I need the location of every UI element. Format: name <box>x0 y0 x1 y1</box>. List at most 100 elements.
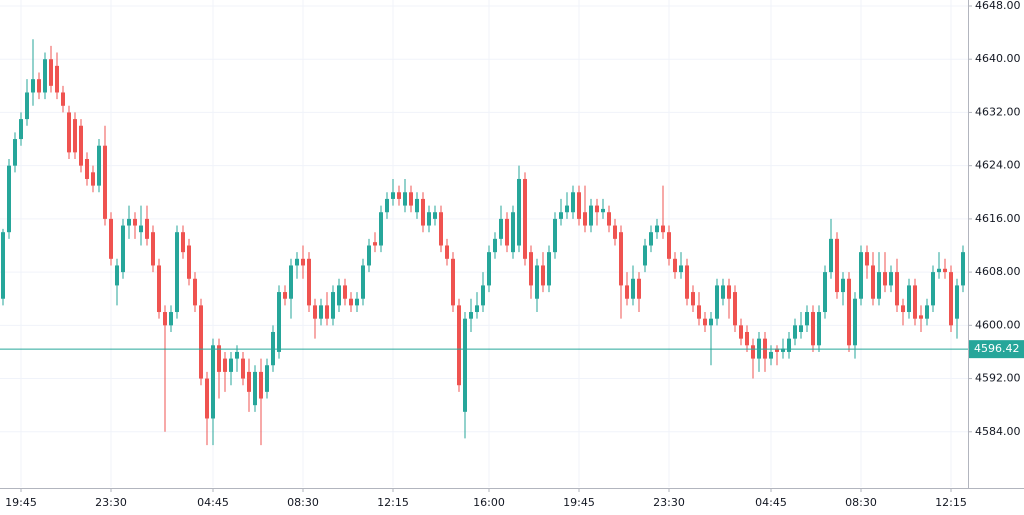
candle-body <box>463 318 467 412</box>
candle-body <box>343 285 347 299</box>
candle-body <box>577 192 581 219</box>
candle-body <box>283 292 287 299</box>
candle-body <box>925 305 929 319</box>
candle-body <box>817 312 821 346</box>
candle-body <box>805 312 809 326</box>
candle-body <box>139 225 143 233</box>
candle-body <box>397 192 401 199</box>
candle-body <box>133 218 137 226</box>
candle-body <box>553 218 557 253</box>
candle-body <box>931 272 935 306</box>
candle-body <box>73 119 77 153</box>
candle-body <box>871 265 875 299</box>
candle-body <box>949 272 953 326</box>
candle-body <box>727 285 731 299</box>
candle-body <box>13 139 17 166</box>
candle-body <box>31 79 35 93</box>
candle-body <box>859 252 863 299</box>
candle-body <box>877 272 881 299</box>
candle-body <box>91 172 95 186</box>
candle-body <box>367 245 371 266</box>
candle-body <box>289 265 293 299</box>
candle-body <box>85 159 89 179</box>
candle-body <box>787 338 791 352</box>
x-tick-label: 19:45 <box>563 496 595 509</box>
candle-body <box>499 218 503 239</box>
candle-body <box>1 232 5 299</box>
candle-body <box>79 125 83 166</box>
candle-body <box>7 165 11 233</box>
candle-body <box>601 208 605 213</box>
candle-body <box>301 258 305 266</box>
candle-body <box>505 218 509 246</box>
candle-body <box>157 265 161 313</box>
candle-body <box>109 218 113 259</box>
y-tick-label: 4608.00 <box>975 265 1021 278</box>
x-tick-label: 08:30 <box>287 496 319 509</box>
candle-body <box>679 265 683 273</box>
candle-body <box>637 278 641 299</box>
candle-body <box>523 178 527 259</box>
candle-body <box>247 371 251 392</box>
candle-body <box>607 212 611 226</box>
candle-body <box>835 238 839 293</box>
candle-body <box>469 312 473 319</box>
candle-body <box>385 198 389 213</box>
candle-body <box>217 345 221 372</box>
candle-body <box>493 238 497 253</box>
candle-body <box>583 212 587 226</box>
candle-body <box>541 265 545 286</box>
candle-body <box>595 205 599 213</box>
candle-body <box>649 232 653 246</box>
candle-body <box>535 265 539 299</box>
candle-body <box>565 205 569 213</box>
candle-body <box>235 351 239 359</box>
candle-body <box>643 245 647 266</box>
candle-body <box>751 345 755 359</box>
candle-body <box>415 198 419 213</box>
candle-body <box>853 298 857 346</box>
candle-body <box>25 92 29 120</box>
candle-body <box>799 325 803 332</box>
candle-body <box>325 305 329 319</box>
candle-body <box>757 338 761 359</box>
candle-body <box>955 285 959 319</box>
candle-body <box>631 278 635 299</box>
y-tick-label: 4616.00 <box>975 212 1021 225</box>
candle-body <box>187 245 191 279</box>
y-tick-label: 4648.00 <box>975 0 1021 12</box>
candle-body <box>319 305 323 319</box>
candle-body <box>205 378 209 419</box>
candle-body <box>373 242 377 246</box>
candle-body <box>199 305 203 379</box>
candle-body <box>115 265 119 286</box>
candle-body <box>733 292 737 326</box>
candle-body <box>829 238 833 273</box>
candle-body <box>781 348 785 352</box>
candle-body <box>721 285 725 299</box>
candle-body <box>361 265 365 299</box>
candle-body <box>589 205 593 226</box>
x-tick-label: 04:45 <box>197 496 229 509</box>
y-tick-label: 4592.00 <box>975 372 1021 385</box>
y-tick-label: 4600.00 <box>975 318 1021 331</box>
x-tick-label: 16:00 <box>473 496 505 509</box>
candle-body <box>403 192 407 206</box>
candle-body <box>745 331 749 346</box>
candle-body <box>769 351 773 359</box>
candle-body <box>121 225 125 273</box>
candle-body <box>253 371 257 406</box>
candle-body <box>691 292 695 306</box>
candle-body <box>793 325 797 339</box>
candle-body <box>895 272 899 306</box>
candle-body <box>697 305 701 319</box>
candle-body <box>241 358 245 379</box>
candle-body <box>409 192 413 206</box>
candle-body <box>97 145 101 186</box>
candle-body <box>331 292 335 319</box>
candle-body <box>103 145 107 219</box>
candle-body <box>481 285 485 306</box>
candle-body <box>613 225 617 239</box>
candle-body <box>313 305 317 319</box>
candle-body <box>703 318 707 326</box>
